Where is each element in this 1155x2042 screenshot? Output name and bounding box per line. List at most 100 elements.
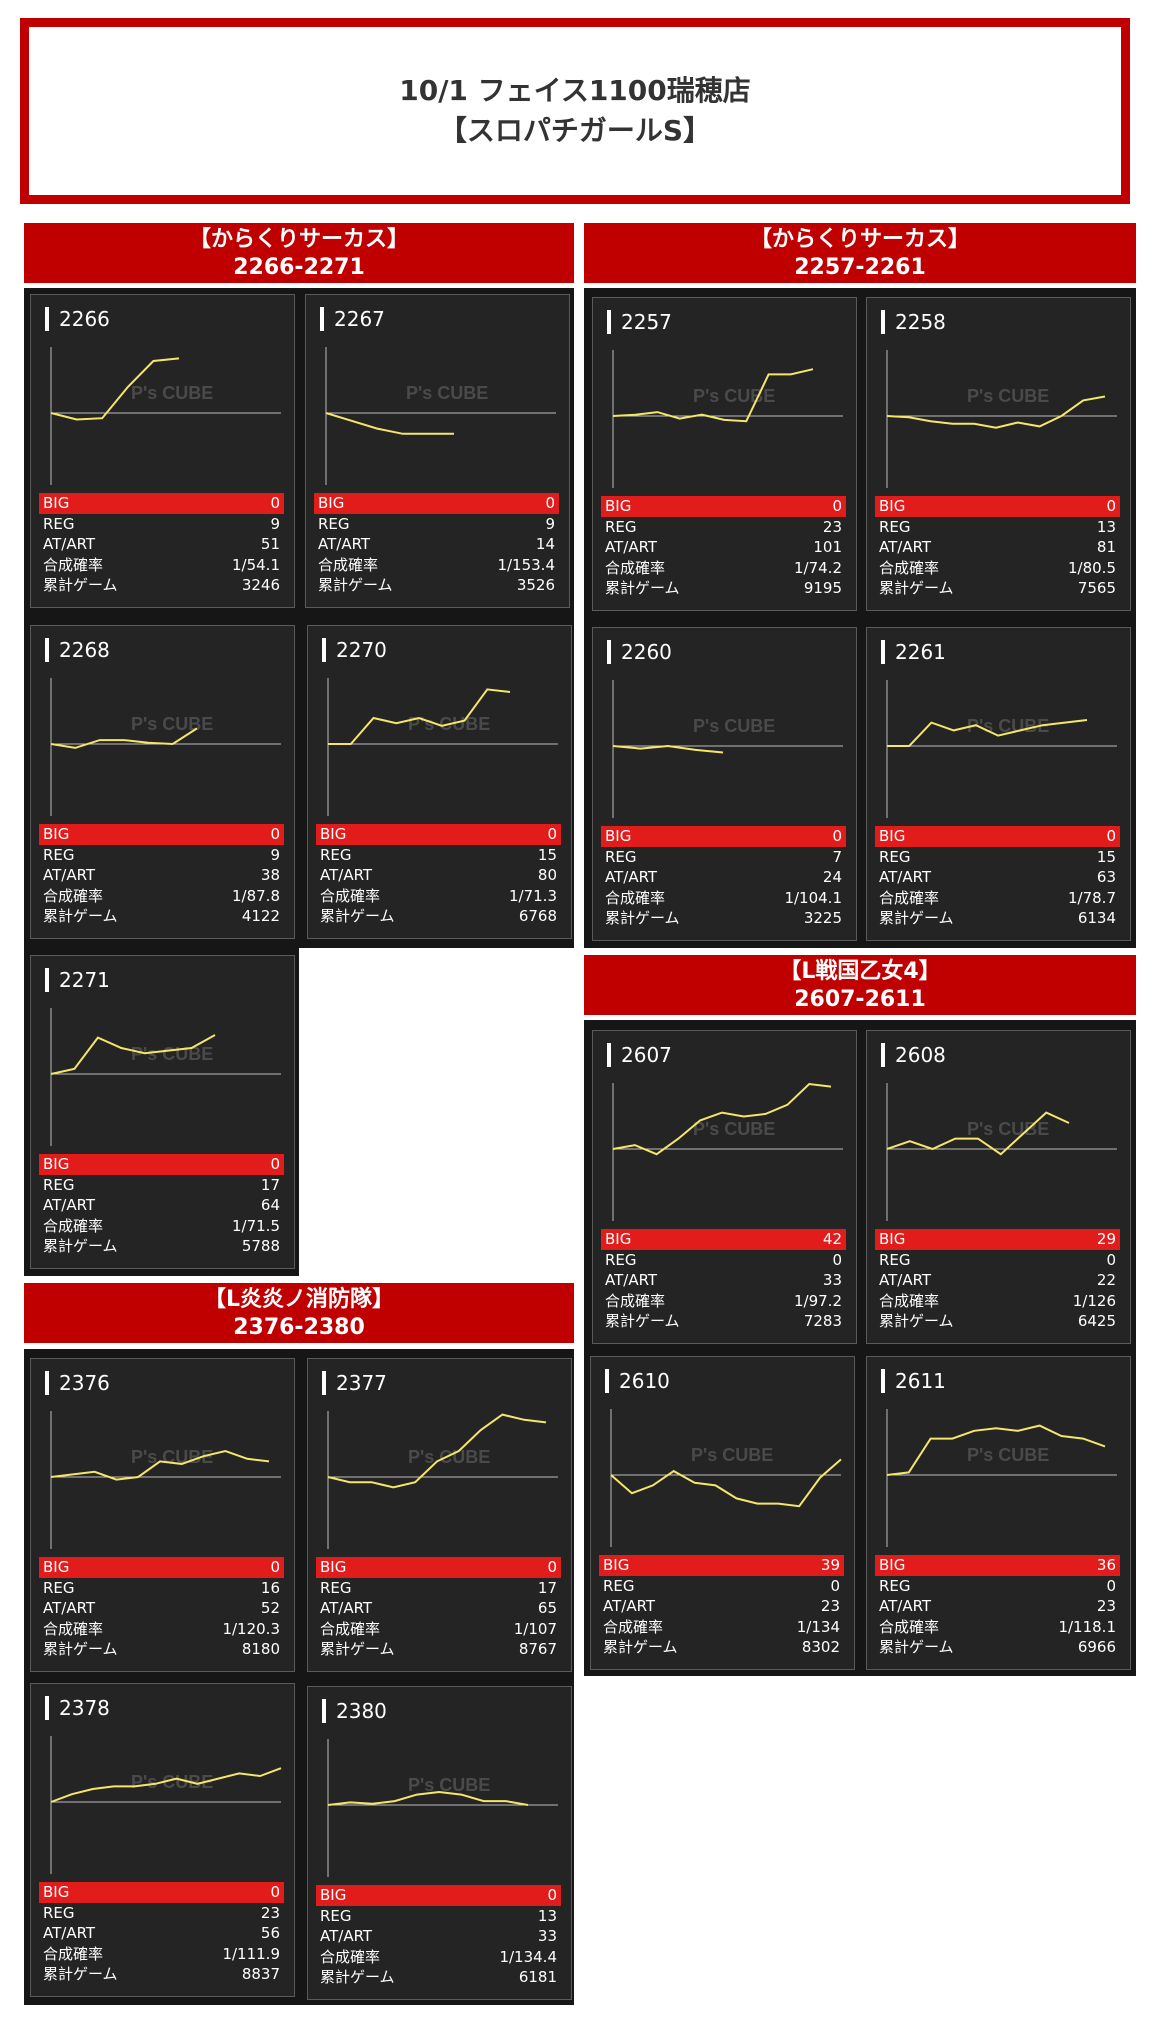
stat-value: 42 xyxy=(822,1230,842,1248)
machine-card: P's CUBE 2378 BIG 0 REG 23 AT/ART 56 合成確率 1/111.9… xyxy=(30,1683,295,1997)
stats-table: BIG 0 REG 9 AT/ART 14 合成確率 1/153.4 累計ゲーム 3526 xyxy=(314,493,559,596)
page-title-box: 10/1 フェイス1100瑞穂店 【スロパチガールS】 xyxy=(20,18,1130,204)
machine-card: P's CUBE 2608 BIG 29 REG 0 AT/ART 22 合成確率 1/126 累計… xyxy=(866,1030,1131,1344)
page-subtitle: 【スロパチガールS】 xyxy=(438,114,712,147)
stat-row-prob: 合成確率 1/111.9 xyxy=(39,1944,284,1965)
stat-row-big: BIG 0 xyxy=(316,1557,561,1578)
stat-label: 累計ゲーム xyxy=(43,576,118,594)
stat-row-reg: REG 15 xyxy=(316,845,561,866)
stat-label: 累計ゲーム xyxy=(43,907,118,925)
stat-row-at: AT/ART 81 xyxy=(875,537,1120,558)
stat-value: 0 xyxy=(547,1558,557,1576)
stat-value: 0 xyxy=(830,1576,840,1595)
watermark-logo: P's CUBE xyxy=(406,383,488,403)
stat-label: BIG xyxy=(320,1558,347,1576)
stats-table: BIG 0 REG 13 AT/ART 33 合成確率 1/134.4 累計ゲーム 6181 xyxy=(316,1885,561,1988)
stat-row-prob: 合成確率 1/134 xyxy=(599,1617,844,1638)
stat-row-big: BIG 29 xyxy=(875,1229,1120,1250)
stat-label: REG xyxy=(43,845,75,864)
stat-row-prob: 合成確率 1/71.3 xyxy=(316,886,561,907)
stat-value: 81 xyxy=(1096,538,1116,556)
stat-value: 80 xyxy=(537,866,557,884)
stat-label: BIG xyxy=(318,494,345,512)
machine-number: 2266 xyxy=(45,307,110,331)
stat-row-at: AT/ART 101 xyxy=(601,537,846,558)
stat-label: 累計ゲーム xyxy=(879,1312,954,1330)
stat-label: REG xyxy=(879,1576,911,1595)
stat-label: BIG xyxy=(43,1558,70,1576)
stat-value: 1/120.3 xyxy=(222,1619,280,1638)
stat-row-big: BIG 0 xyxy=(39,824,284,845)
stat-row-prob: 合成確率 1/78.7 xyxy=(875,888,1120,909)
stat-label: 合成確率 xyxy=(43,1619,104,1638)
stat-value: 6425 xyxy=(1077,1312,1116,1330)
stat-label: 累計ゲーム xyxy=(605,909,680,927)
stat-value: 1/104.1 xyxy=(784,888,842,907)
stat-label: 合成確率 xyxy=(318,555,379,574)
stat-label: BIG xyxy=(320,1886,347,1904)
series-line xyxy=(50,727,198,749)
stat-value: 1/134.4 xyxy=(499,1947,557,1966)
stat-label: 累計ゲーム xyxy=(605,579,680,597)
stat-value: 1/107 xyxy=(513,1619,557,1638)
watermark-logo: P's CUBE xyxy=(131,714,213,734)
stat-row-at: AT/ART 38 xyxy=(39,865,284,886)
stat-label: 合成確率 xyxy=(603,1617,664,1636)
stat-label: 合成確率 xyxy=(605,1291,666,1310)
machine-card: P's CUBE 2261 BIG 0 REG 15 AT/ART 63 合成確率 1/78.7 累… xyxy=(866,627,1131,941)
watermark-logo: P's CUBE xyxy=(693,1119,775,1139)
stat-value: 52 xyxy=(260,1599,280,1617)
stat-value: 9 xyxy=(270,845,280,864)
stat-row-prob: 合成確率 1/54.1 xyxy=(39,555,284,576)
stat-row-games: 累計ゲーム 8180 xyxy=(39,1639,284,1660)
stat-row-games: 累計ゲーム 8767 xyxy=(316,1639,561,1660)
stat-row-big: BIG 0 xyxy=(875,826,1120,847)
stat-label: BIG xyxy=(605,497,632,515)
stat-row-prob: 合成確率 1/126 xyxy=(875,1291,1120,1312)
machine-card: P's CUBE 2380 BIG 0 REG 13 AT/ART 33 合成確率 1/134.4… xyxy=(307,1686,572,2000)
stat-value: 0 xyxy=(270,1558,280,1576)
stat-value: 36 xyxy=(1096,1556,1116,1574)
stat-value: 51 xyxy=(260,535,280,553)
stat-value: 1/78.7 xyxy=(1068,888,1116,907)
stat-value: 8837 xyxy=(241,1965,280,1983)
machine-number: 2268 xyxy=(45,638,110,662)
stat-row-games: 累計ゲーム 7565 xyxy=(875,578,1120,599)
stat-value: 0 xyxy=(547,825,557,843)
stat-label: AT/ART xyxy=(320,1927,373,1945)
watermark-logo: P's CUBE xyxy=(131,1447,213,1467)
stats-table: BIG 36 REG 0 AT/ART 23 合成確率 1/118.1 累計ゲーム 6966 xyxy=(875,1555,1120,1658)
series-line xyxy=(886,395,1106,429)
stat-value: 6181 xyxy=(518,1968,557,1986)
machine-card: P's CUBE 2376 BIG 0 REG 16 AT/ART 52 合成確率 1/120.3… xyxy=(30,1358,295,1672)
stats-table: BIG 0 REG 15 AT/ART 63 合成確率 1/78.7 累計ゲーム 6134 xyxy=(875,826,1120,929)
machine-number: 2270 xyxy=(322,638,387,662)
stat-row-games: 累計ゲーム 6181 xyxy=(316,1967,561,1988)
stat-row-at: AT/ART 63 xyxy=(875,867,1120,888)
stat-value: 0 xyxy=(1106,827,1116,845)
stat-row-games: 累計ゲーム 6768 xyxy=(316,906,561,927)
stat-value: 101 xyxy=(813,538,842,556)
stats-table: BIG 39 REG 0 AT/ART 23 合成確率 1/134 累計ゲーム 8302 xyxy=(599,1555,844,1658)
stat-label: AT/ART xyxy=(320,1599,373,1617)
stat-value: 38 xyxy=(260,866,280,884)
stat-value: 0 xyxy=(1106,1250,1116,1269)
machine-card: P's CUBE 2271 BIG 0 REG 17 AT/ART 64 合成確率 1/71.5 累… xyxy=(30,955,295,1269)
stat-value: 1/74.2 xyxy=(794,558,842,577)
stat-value: 1/97.2 xyxy=(794,1291,842,1310)
stats-table: BIG 0 REG 23 AT/ART 56 合成確率 1/111.9 累計ゲーム 8837 xyxy=(39,1882,284,1985)
stat-label: 合成確率 xyxy=(43,886,104,905)
stat-value: 8180 xyxy=(241,1640,280,1658)
stat-value: 15 xyxy=(537,845,557,864)
stat-value: 0 xyxy=(832,497,842,515)
stat-row-reg: REG 23 xyxy=(39,1903,284,1924)
watermark-logo: P's CUBE xyxy=(967,386,1049,406)
stat-value: 16 xyxy=(260,1578,280,1597)
stat-label: 合成確率 xyxy=(879,558,940,577)
slump-chart: P's CUBE xyxy=(886,1083,1117,1221)
stat-row-prob: 合成確率 1/97.2 xyxy=(601,1291,846,1312)
stat-row-big: BIG 39 xyxy=(599,1555,844,1576)
stat-row-games: 累計ゲーム 4122 xyxy=(39,906,284,927)
slump-chart: P's CUBE xyxy=(886,680,1117,818)
stat-row-games: 累計ゲーム 3246 xyxy=(39,575,284,596)
